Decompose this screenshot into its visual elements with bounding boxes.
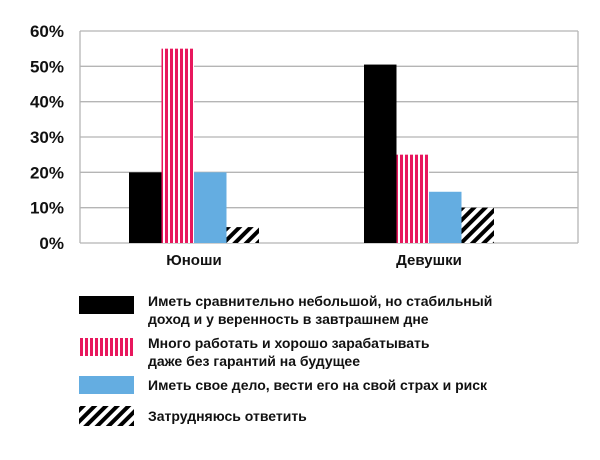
legend-swatch-business (79, 376, 134, 394)
y-tick-label: 30% (30, 128, 64, 147)
y-tick-label: 50% (30, 57, 64, 76)
y-tick-label: 10% (30, 199, 64, 218)
x-category-label: Юноши (166, 252, 221, 269)
legend-swatch-unsure (79, 406, 134, 426)
legend-label: Иметь сравнительно небольшой, но стабиль… (148, 293, 492, 309)
legend-label: Иметь свое дело, вести его на свой страх… (148, 377, 488, 393)
bar-business-1 (429, 191, 462, 243)
legend-swatch-earn (79, 338, 134, 356)
bar-unsure-0 (226, 227, 259, 243)
legend-swatch-stable (79, 296, 134, 314)
legend-label: Много работать и хорошо зарабатывать (148, 335, 430, 351)
legend-label: даже без гарантий на будущее (148, 353, 360, 369)
legend-label: Затрудняюсь ответить (148, 408, 307, 424)
bar-earn-1 (396, 154, 429, 243)
y-tick-label: 40% (30, 93, 64, 112)
y-tick-label: 0% (39, 234, 64, 253)
bar-earn-0 (161, 48, 194, 243)
bar-stable-1 (364, 64, 397, 243)
y-axis: 0% 10% 20% 30% 40% 50% 60% (30, 22, 64, 253)
y-tick-label: 60% (30, 22, 64, 41)
legend: Иметь сравнительно небольшой, но стабиль… (79, 293, 492, 426)
y-tick-label: 20% (30, 163, 64, 182)
bar-stable-0 (129, 172, 162, 243)
legend-label: доход и у веренность в завтрашнем дне (148, 311, 429, 327)
bar-unsure-1 (461, 207, 494, 243)
bars (129, 48, 494, 243)
bar-business-0 (194, 172, 227, 243)
x-category-label: Девушки (396, 252, 462, 269)
x-axis: Юноши Девушки (166, 252, 462, 269)
